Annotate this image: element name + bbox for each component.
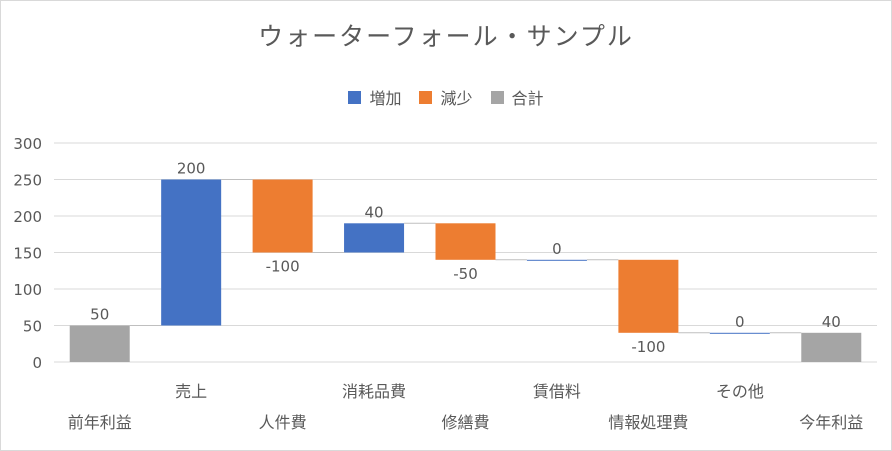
x-tick-label: 今年利益 (799, 413, 863, 432)
bar-人件費 (252, 179, 313, 253)
data-label: 40 (365, 203, 384, 221)
bar-賃借料 (526, 259, 587, 261)
x-tick-label: 前年利益 (68, 413, 132, 432)
x-tick-label: 賃借料 (533, 382, 581, 401)
legend-label: 減少 (440, 89, 473, 108)
y-tick-label: 150 (13, 245, 42, 263)
chart-title: ウォーターフォール・サンプル (258, 22, 634, 51)
legend-item-increase: 増加 (348, 85, 401, 109)
legend-swatch (490, 90, 504, 104)
data-label: 200 (177, 160, 206, 178)
y-tick-label: 50 (23, 318, 42, 336)
data-label: -100 (631, 338, 665, 356)
x-tick-label: 人件費 (259, 413, 307, 432)
x-tick-label: 修繕費 (441, 413, 489, 432)
y-tick-label: 200 (13, 208, 42, 226)
x-tick-label: 情報処理費 (608, 413, 688, 432)
bar-今年利益 (801, 332, 862, 362)
bar-売上 (161, 179, 222, 326)
legend-swatch (348, 90, 362, 104)
x-tick-label: 消耗品費 (342, 382, 406, 401)
bar-消耗品費 (344, 223, 405, 253)
legend-item-total: 合計 (490, 85, 544, 109)
bar-情報処理費 (618, 259, 679, 333)
data-label: 0 (735, 313, 745, 331)
bar-前年利益 (69, 325, 130, 362)
data-label: 50 (90, 306, 109, 324)
legend-item-decrease: 減少 (419, 85, 473, 109)
legend-label: 合計 (511, 89, 544, 108)
data-label: -100 (266, 258, 300, 276)
x-tick-label: 売上 (175, 382, 207, 401)
data-label: 0 (552, 240, 562, 258)
bar-その他 (709, 332, 770, 334)
data-label: 40 (822, 313, 841, 331)
legend: 増加 減少 合計 (1, 85, 891, 109)
y-tick-label: 100 (13, 281, 42, 299)
bar-修繕費 (435, 223, 496, 260)
y-tick-label: 250 (13, 172, 42, 190)
legend-swatch (419, 90, 433, 104)
y-tick-label: 300 (13, 135, 42, 153)
y-tick-label: 0 (32, 354, 42, 372)
legend-label: 増加 (369, 89, 402, 108)
data-label: -50 (453, 265, 478, 283)
x-tick-label: その他 (716, 382, 764, 401)
